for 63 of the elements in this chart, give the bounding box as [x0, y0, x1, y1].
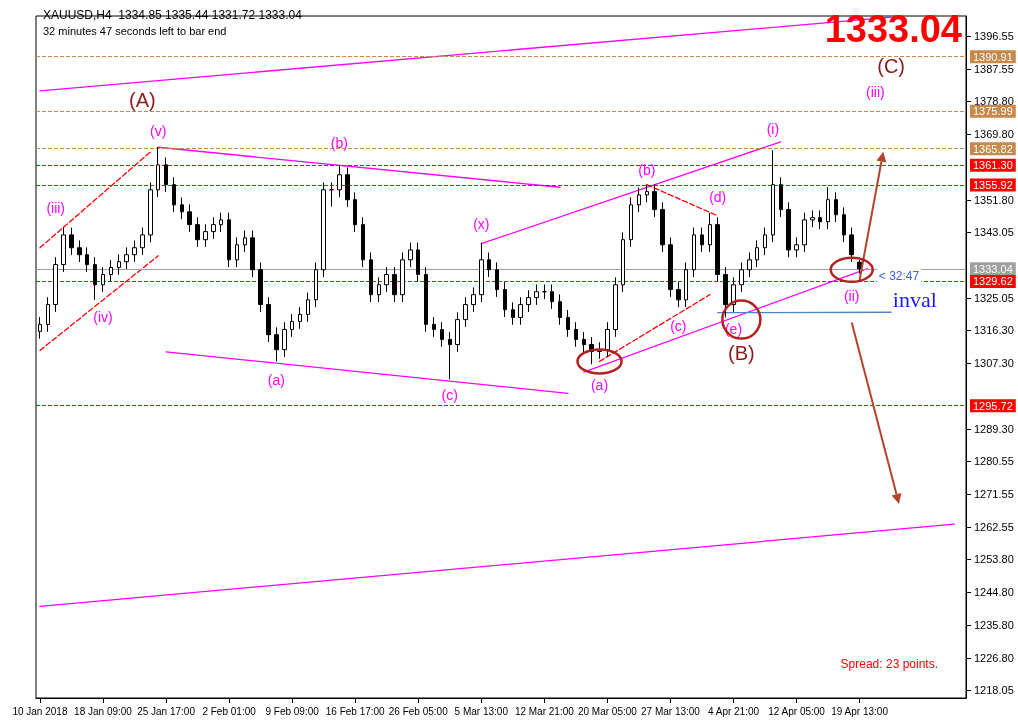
- annotation: (a): [590, 376, 609, 393]
- x-tick-label: 20 Mar 05:00: [577, 705, 638, 717]
- y-tick-label: 1316.30: [974, 324, 1014, 337]
- annotation: (iv): [93, 309, 113, 326]
- x-tick-label: 25 Jan 17:00: [137, 705, 196, 717]
- annotation: (i): [766, 120, 780, 137]
- ref-line-label: 1375.99: [973, 105, 1013, 118]
- ref-line-label: 1333.04: [973, 262, 1013, 275]
- annotation: (d): [709, 189, 727, 206]
- y-tick-label: 1271.55: [974, 488, 1014, 501]
- annotation: Spread: 23 points.: [840, 657, 939, 671]
- x-tick-label: 4 Apr 21:00: [707, 705, 760, 717]
- y-tick-label: 1396.55: [974, 29, 1014, 42]
- annotation: (c): [670, 318, 687, 335]
- x-tick-label: 5 Mar 13:00: [454, 705, 509, 717]
- annotation: (B): [728, 342, 755, 365]
- annotation: (iii): [46, 199, 66, 216]
- y-tick-label: 1387.55: [974, 62, 1014, 75]
- ref-line-label: 1295.72: [973, 399, 1013, 412]
- annotation: (a): [267, 372, 285, 389]
- y-tick-label: 1378.80: [974, 95, 1014, 108]
- x-tick-label: 16 Feb 17:00: [325, 705, 386, 717]
- x-tick-label: 19 Apr 13:00: [831, 705, 889, 717]
- y-tick-label: 1218.05: [974, 684, 1014, 697]
- annotation: (x): [473, 215, 490, 232]
- y-tick-label: 1253.80: [974, 553, 1014, 566]
- ref-line-label: 1365.82: [973, 142, 1013, 155]
- x-tick-label: 9 Feb 09:00: [265, 705, 320, 717]
- annotation: (b): [330, 135, 348, 152]
- x-tick-label: 27 Mar 13:00: [640, 705, 701, 717]
- y-tick-label: 1343.05: [974, 226, 1014, 239]
- y-tick-label: 1369.80: [974, 128, 1014, 141]
- chart-title: XAUUSD,H4 1334.85 1335.44 1331.72 1333.04: [43, 8, 303, 22]
- annotation: inval: [892, 287, 937, 313]
- annotation: (iii): [866, 83, 885, 100]
- x-tick-label: 12 Apr 05:00: [768, 705, 826, 717]
- ref-line-label: 1355.92: [973, 178, 1013, 191]
- y-tick-label: 1280.55: [974, 455, 1014, 468]
- y-tick-label: 1307.30: [974, 357, 1014, 370]
- annotation: (C): [877, 55, 906, 78]
- y-tick-label: 1351.80: [974, 194, 1014, 207]
- annotation: (b): [638, 162, 656, 179]
- x-tick-label: 18 Jan 09:00: [74, 705, 133, 717]
- y-tick-label: 1262.55: [974, 521, 1014, 534]
- ref-line-label: 1390.91: [973, 50, 1013, 63]
- y-tick-label: 1235.80: [974, 619, 1014, 632]
- x-tick-label: 12 Mar 21:00: [514, 705, 575, 717]
- y-tick-label: 1244.80: [974, 586, 1014, 599]
- ref-line-label: 1361.30: [973, 159, 1013, 172]
- annotation: (ii): [843, 287, 860, 304]
- annotation: 1333.04: [824, 8, 963, 50]
- text: 32 minutes 47 seconds left to bar end: [43, 24, 227, 37]
- ref-line-label: 1329.62: [973, 275, 1013, 288]
- x-tick-label: 10 Jan 2018: [12, 705, 68, 717]
- annotation: (A): [129, 89, 156, 112]
- annotation: (v): [150, 122, 167, 139]
- y-tick-label: 1289.30: [974, 423, 1014, 436]
- x-tick-label: 2 Feb 01:00: [202, 705, 257, 717]
- y-tick-label: 1226.80: [974, 652, 1014, 665]
- annotation: (c): [441, 387, 458, 404]
- y-tick-label: 1325.05: [974, 292, 1014, 305]
- x-tick-label: 26 Feb 05:00: [388, 705, 449, 717]
- annotation: < 32:47: [878, 268, 920, 283]
